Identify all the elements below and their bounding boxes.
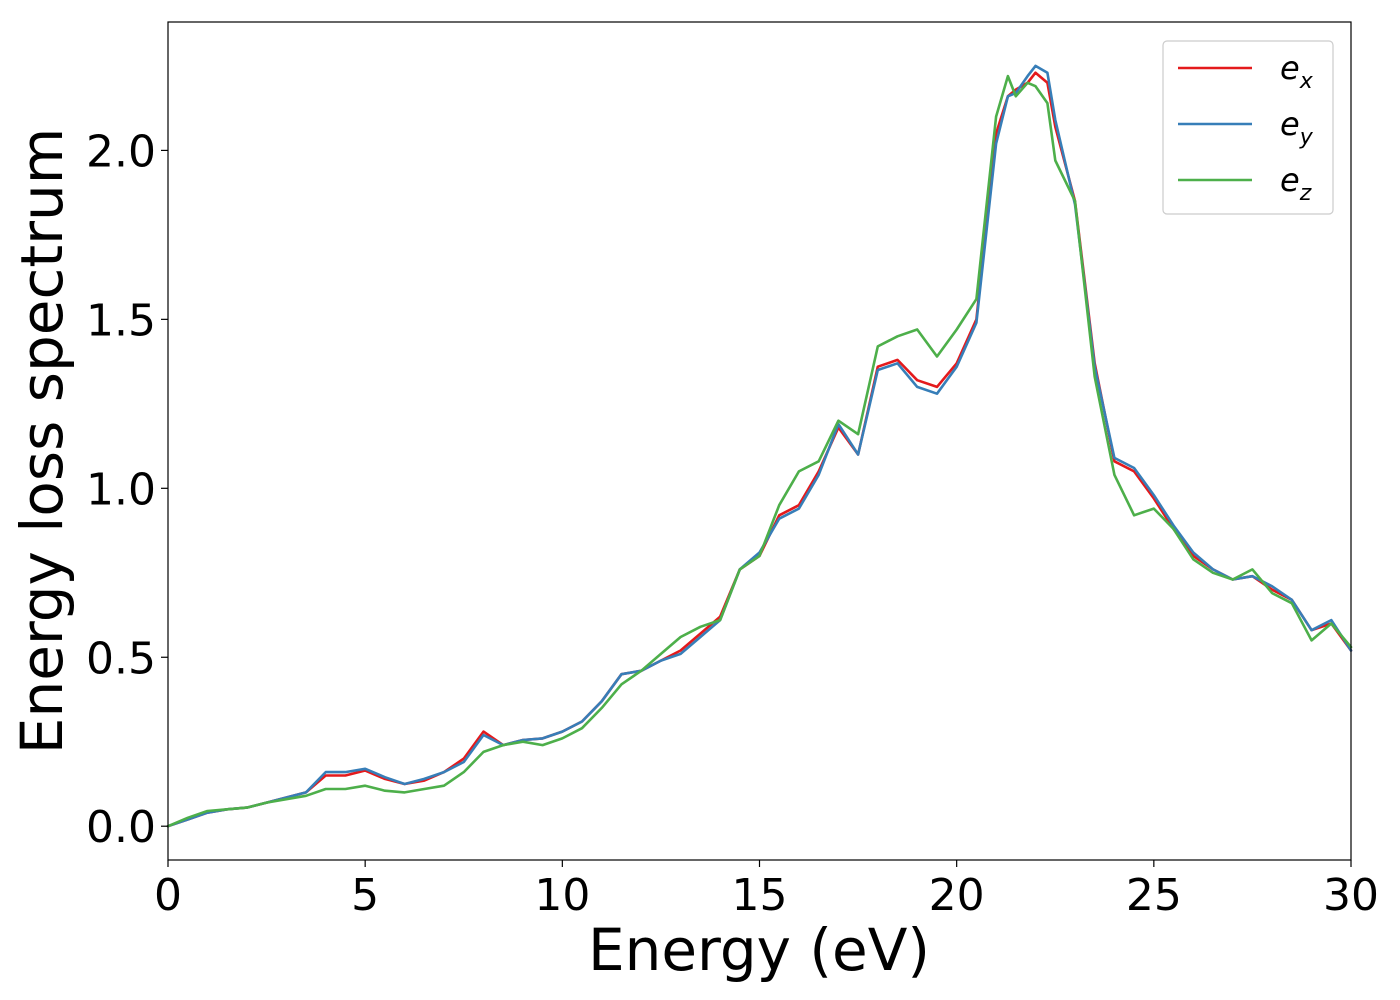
x-tick-label: 10	[534, 870, 590, 921]
x-tick-label: 25	[1126, 870, 1182, 921]
y-tick-label: 0.0	[86, 802, 156, 853]
y-tick-label: 2.0	[86, 126, 156, 177]
series-layer	[166, 64, 1353, 828]
legend-label-e-x: ex	[1280, 49, 1314, 94]
legend: ex ey ez	[1162, 40, 1334, 215]
ticks-layer: 0 5 10 15 20 25 30 0.0 0.5 1.0 1.5 2.0	[86, 126, 1379, 921]
x-tick-label: 20	[929, 870, 985, 921]
legend-box	[1162, 40, 1334, 215]
series-line-e-z	[166, 74, 1353, 828]
y-axis-label: Energy loss spectrum	[8, 128, 76, 754]
y-tick-label: 1.0	[86, 464, 156, 515]
y-tick-label: 0.5	[86, 633, 156, 684]
x-tick-label: 0	[154, 870, 182, 921]
y-tick-label: 1.5	[86, 295, 156, 346]
x-tick-label: 30	[1323, 870, 1379, 921]
series-line-e-x	[166, 71, 1353, 828]
x-tick-label: 5	[351, 870, 379, 921]
series-line-e-y	[166, 64, 1353, 828]
legend-label-e-z: ez	[1280, 161, 1312, 206]
legend-label-e-y: ey	[1280, 105, 1314, 150]
x-axis-label: Energy (eV)	[588, 916, 930, 984]
x-tick-label: 15	[732, 870, 788, 921]
